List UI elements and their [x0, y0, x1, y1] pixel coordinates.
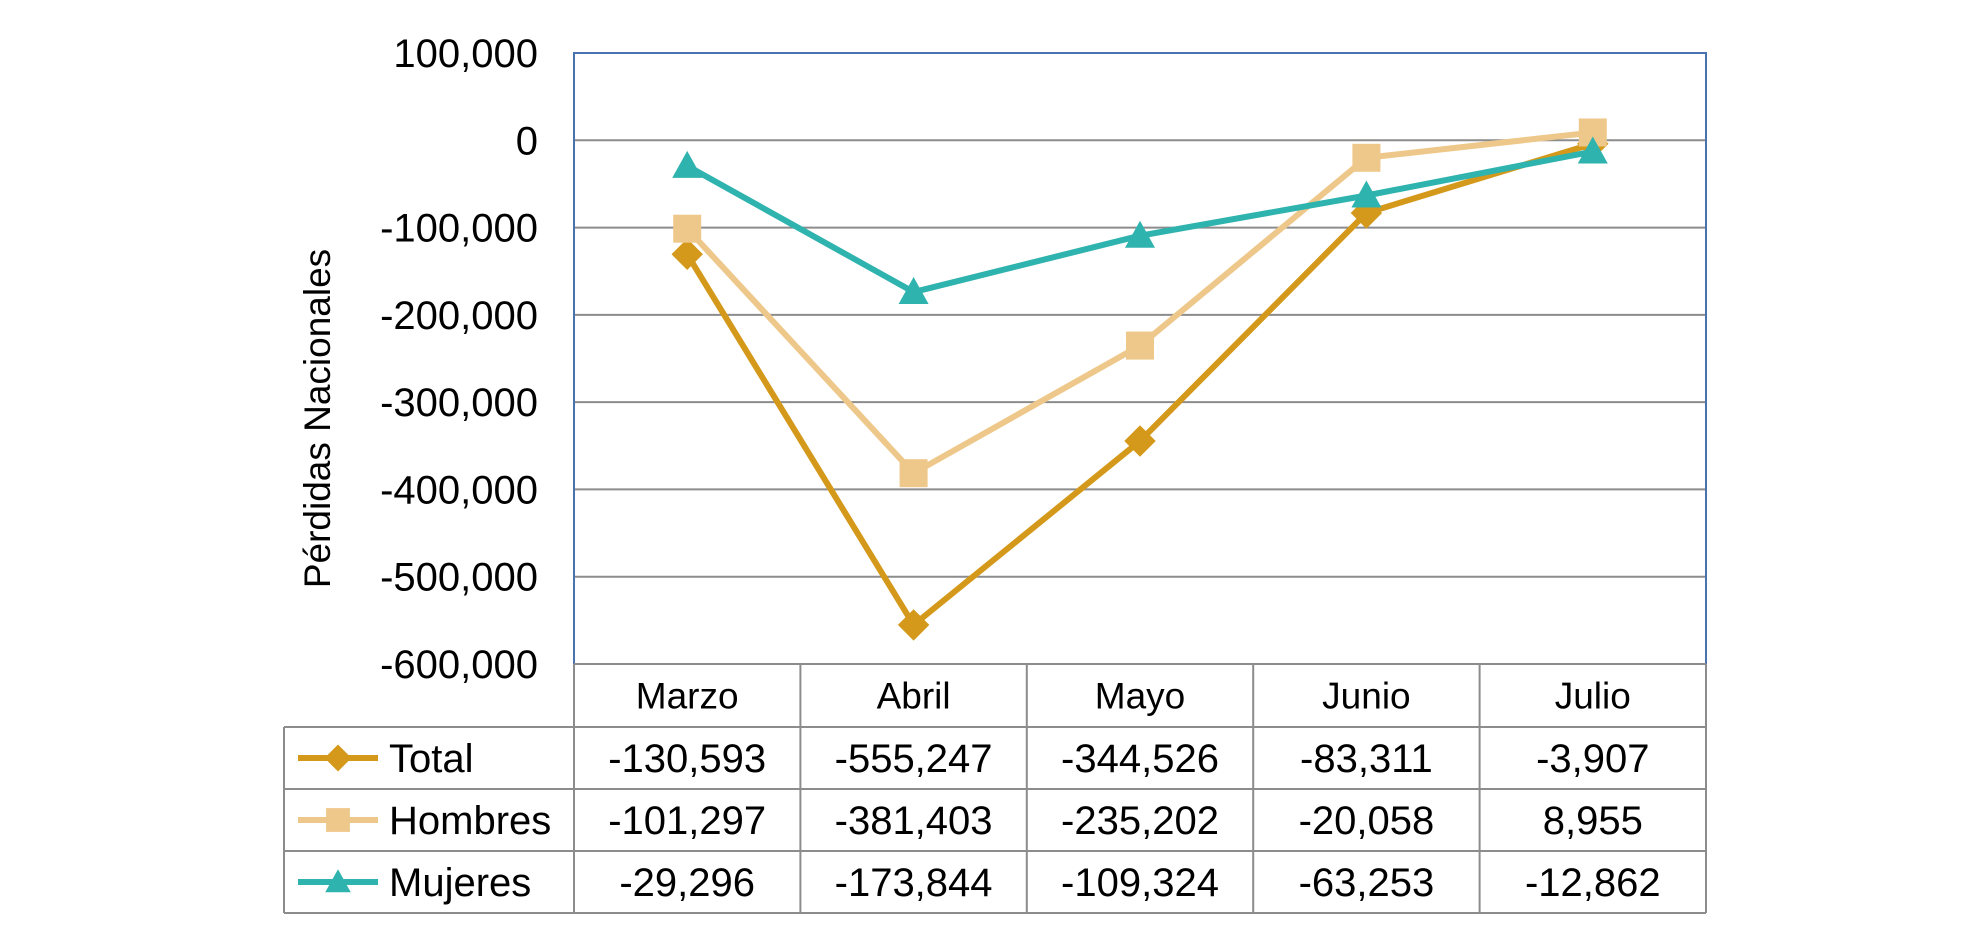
table-cell-value: -12,862	[1525, 861, 1661, 905]
table-cell-value: -344,526	[1061, 737, 1219, 781]
data-point-total	[897, 609, 930, 641]
x-category-label: Julio	[1555, 676, 1631, 717]
data-point-hombres	[899, 459, 928, 488]
data-point-mujeres	[898, 277, 929, 305]
y-tick-label: -600,000	[380, 643, 538, 687]
table-cell-value: -29,296	[619, 861, 755, 905]
data-table: Marzo Abril Mayo Junio Julio Total -130,593 -55…	[283, 663, 1707, 914]
y-tick-label: 0	[516, 119, 538, 163]
y-tick-label: -400,000	[380, 468, 538, 512]
y-tick-label: 100,000	[393, 32, 538, 76]
x-category-label: Marzo	[636, 676, 739, 717]
table-cell-value: -109,324	[1061, 861, 1219, 905]
data-point-mujeres	[1577, 136, 1608, 164]
x-category-label: Junio	[1322, 676, 1410, 717]
legend-label: Hombres	[389, 799, 551, 843]
y-tick-label: -500,000	[380, 556, 538, 600]
legend-key-marker	[326, 808, 350, 832]
legend-label: Mujeres	[389, 861, 531, 905]
table-cell-value: -130,593	[608, 737, 766, 781]
series-lines	[671, 118, 1609, 641]
legend-label: Total	[389, 737, 474, 781]
table-cell-value: 8,955	[1543, 799, 1643, 843]
table-cell-value: -173,844	[835, 861, 993, 905]
data-point-mujeres	[672, 150, 703, 178]
y-tick-label: -100,000	[380, 207, 538, 251]
y-tick-label: -200,000	[380, 294, 538, 338]
table-cell-value: -63,253	[1299, 861, 1435, 905]
data-point-hombres	[1352, 143, 1381, 172]
data-point-total	[1124, 425, 1156, 457]
data-point-total	[671, 238, 703, 270]
table-cell-value: -381,403	[835, 799, 993, 843]
legend-key-marker	[325, 869, 351, 893]
table-cell-value: -555,247	[835, 737, 993, 781]
x-category-label: Mayo	[1095, 676, 1185, 717]
y-axis-label: Pérdidas Nacionales	[297, 249, 338, 588]
y-axis-ticks: 100,000 0 -100,000 -200,000 -300,000 -400,000…	[380, 32, 538, 687]
data-point-hombres	[673, 214, 702, 243]
series-line-total	[684, 140, 1594, 628]
x-category-label: Abril	[877, 676, 951, 717]
table-cell-value: -83,311	[1300, 737, 1433, 781]
table-cell-value: -235,202	[1061, 799, 1219, 843]
data-point-mujeres	[1351, 180, 1382, 208]
table-cell-value: -3,907	[1536, 737, 1649, 781]
table-cell-value: -101,297	[608, 799, 766, 843]
data-point-hombres	[1126, 331, 1154, 360]
data-point-mujeres	[1125, 220, 1155, 248]
table-cell-value: -20,058	[1299, 799, 1435, 843]
y-tick-label: -300,000	[380, 381, 538, 425]
legend-key-marker	[324, 744, 352, 772]
